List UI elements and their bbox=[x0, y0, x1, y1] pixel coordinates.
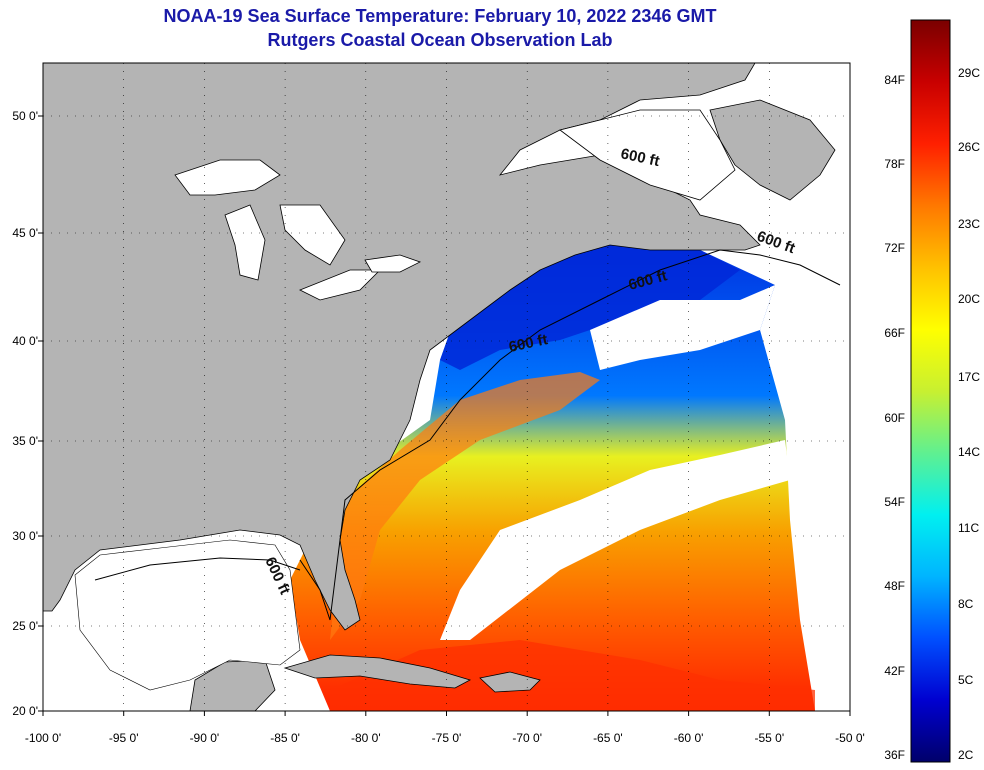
land-north-america bbox=[43, 63, 761, 631]
latitude-label: 45 0' bbox=[12, 226, 38, 240]
latitude-label: 50 0' bbox=[12, 109, 38, 123]
colorbar-celsius-label: 14C bbox=[958, 445, 980, 459]
isobath-600ft bbox=[299, 249, 841, 621]
longitude-label: -85 0' bbox=[270, 731, 300, 745]
land-newfoundland bbox=[709, 99, 836, 201]
latitude-labels: 20 0' 25 0' 30 0' 35 0' 40 0' 45 0' 50 0' bbox=[12, 109, 43, 718]
gulf-of-mexico-clouds bbox=[74, 539, 301, 691]
land-hispaniola bbox=[479, 671, 541, 693]
longitude-label: -50 0' bbox=[835, 731, 865, 745]
latitude-label: 40 0' bbox=[12, 334, 38, 348]
longitude-label: -60 0' bbox=[674, 731, 704, 745]
colorbar-fahrenheit-label: 42F bbox=[884, 664, 905, 678]
colorbar bbox=[910, 19, 951, 763]
colorbar-fahrenheit-label: 78F bbox=[884, 157, 905, 171]
warm-southern-region bbox=[330, 640, 815, 711]
colorbar-celsius-label: 2C bbox=[958, 748, 974, 762]
colorbar-celsius-label: 5C bbox=[958, 673, 974, 687]
colorbar-fahrenheit-label: 48F bbox=[884, 579, 905, 593]
land bbox=[43, 63, 836, 711]
colorbar-celsius-label: 8C bbox=[958, 597, 974, 611]
longitude-label: -55 0' bbox=[754, 731, 784, 745]
colorbar-fahrenheit-label: 66F bbox=[884, 326, 905, 340]
colorbar-fahrenheit-label: 54F bbox=[884, 495, 905, 509]
longitude-labels: -100 0' -95 0' -90 0' -85 0' -80 0' -75 0' -70… bbox=[25, 711, 865, 745]
colorbar-celsius-label: 11C bbox=[958, 521, 979, 535]
longitude-label: -90 0' bbox=[190, 731, 220, 745]
chart-title: NOAA-19 Sea Surface Temperature: Februar… bbox=[163, 6, 717, 26]
graticule bbox=[43, 63, 850, 711]
land-cuba bbox=[283, 654, 472, 689]
latitude-label: 20 0' bbox=[12, 704, 38, 718]
colorbar-celsius-label: 23C bbox=[958, 217, 980, 231]
sst-swath bbox=[290, 240, 815, 711]
chart-subtitle: Rutgers Coastal Ocean Observation Lab bbox=[267, 30, 613, 50]
colorbar-celsius-labels: 29C 26C 23C 20C 17C 14C 11C 8C 5C 2C bbox=[958, 66, 980, 762]
longitude-label: -65 0' bbox=[593, 731, 623, 745]
longitude-label: -100 0' bbox=[25, 731, 61, 745]
latitude-label: 25 0' bbox=[12, 619, 38, 633]
colorbar-fahrenheit-labels: 84F 78F 72F 66F 60F 54F 48F 42F 36F bbox=[884, 73, 905, 762]
gulf-st-lawrence bbox=[559, 109, 736, 201]
colorbar-celsius-label: 29C bbox=[958, 66, 980, 80]
colorbar-fahrenheit-label: 84F bbox=[884, 73, 905, 87]
longitude-label: -80 0' bbox=[351, 731, 381, 745]
latitude-label: 30 0' bbox=[12, 529, 38, 543]
longitude-label: -95 0' bbox=[109, 731, 139, 745]
cloud-cover-central bbox=[440, 440, 790, 640]
latitude-label: 35 0' bbox=[12, 434, 38, 448]
colorbar-fahrenheit-label: 60F bbox=[884, 411, 905, 425]
longitude-label: -70 0' bbox=[512, 731, 542, 745]
longitude-label: -75 0' bbox=[432, 731, 462, 745]
gulf-stream-warm-band bbox=[330, 372, 600, 640]
cloud-cover-north bbox=[590, 285, 775, 370]
colorbar-celsius-label: 17C bbox=[958, 370, 980, 384]
isobath-600ft-gulf bbox=[94, 557, 301, 581]
great-lakes bbox=[174, 159, 422, 301]
colorbar-celsius-label: 20C bbox=[958, 292, 980, 306]
colorbar-fahrenheit-label: 72F bbox=[884, 241, 905, 255]
colorbar-celsius-label: 26C bbox=[958, 140, 980, 154]
colorbar-fahrenheit-label: 36F bbox=[884, 748, 905, 762]
